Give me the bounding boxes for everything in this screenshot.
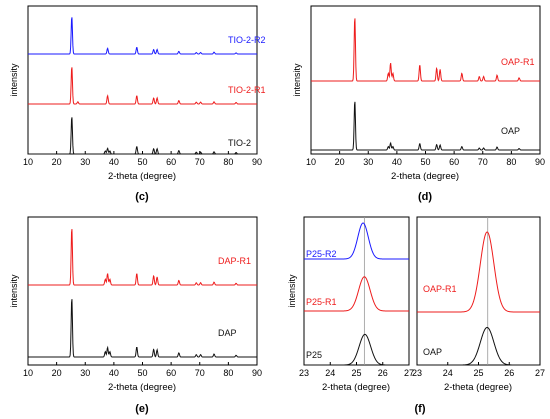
series-line-tio-2-r1 [28, 67, 257, 105]
x-tick-label: 30 [80, 368, 90, 378]
series-line-p25 [304, 333, 409, 366]
panel-label-c: (c) [135, 191, 149, 203]
x-tick-label: 70 [195, 157, 205, 167]
x-tick-label: 23 [412, 368, 422, 378]
x-tick-label: 40 [392, 157, 402, 167]
series-label-oap-r1: OAP-R1 [501, 57, 535, 67]
series-line-oap-r1 [417, 231, 540, 313]
panel-label-e: (e) [135, 403, 149, 415]
series-line-p25-r2 [304, 222, 409, 260]
panel-label-f: (f) [415, 403, 426, 415]
x-tick-label: 80 [506, 157, 516, 167]
plot-frame-f-left [303, 216, 410, 366]
x-tick-label: 80 [223, 368, 233, 378]
x-tick-label: 10 [23, 157, 33, 167]
series-line-oap-r1 [311, 18, 540, 82]
series-label-tio-2-r2: TIO-2-R2 [228, 35, 266, 45]
x-tick-label: 80 [223, 157, 233, 167]
series-label-oap: OAP [423, 347, 442, 357]
x-tick-label: 60 [449, 157, 459, 167]
x-tick-label: 25 [351, 368, 361, 378]
x-axis-label-c: 2-theta (degree) [108, 171, 176, 182]
x-tick-label: 90 [252, 157, 262, 167]
plot-frame-e [27, 216, 258, 366]
x-tick-label: 23 [299, 368, 309, 378]
x-tick-label: 50 [137, 368, 147, 378]
x-tick-label: 27 [404, 368, 414, 378]
x-tick-label: 26 [378, 368, 388, 378]
y-axis-label-d: intensity [292, 63, 302, 97]
x-tick-label: 27 [535, 368, 545, 378]
y-axis-label-c: intensity [9, 63, 19, 97]
x-ticks-f-left: 23 24 25 26 27 [299, 362, 414, 378]
x-tick-label: 10 [306, 157, 316, 167]
plot-area-f-left: P25-R2 P25-R1 P25 [304, 217, 409, 366]
y-axis-label-f: intensity [287, 274, 297, 308]
series-label-dap: DAP [218, 328, 237, 338]
x-ticks-c: 10 20 30 40 50 60 70 80 90 [23, 151, 262, 167]
series-label-p25: P25 [306, 350, 322, 360]
series-label-p25-r1: P25-R1 [306, 297, 337, 307]
series-label-oap-r1: OAP-R1 [423, 284, 457, 294]
x-axis-label-f-left: 2-theta (degree) [322, 382, 390, 393]
x-tick-label: 20 [52, 368, 62, 378]
x-tick-label: 40 [109, 368, 119, 378]
series-line-oap [417, 326, 540, 366]
x-tick-label: 60 [166, 368, 176, 378]
x-axis-label-e: 2-theta (degree) [108, 382, 176, 393]
panel-c: TIO-2-R2 TIO-2-R1 TIO-2 10 20 30 40 50 60 70 80 90… [9, 5, 266, 203]
x-tick-label: 26 [504, 368, 514, 378]
x-axis-label-d: 2-theta (degree) [391, 171, 459, 182]
series-label-oap: OAP [501, 126, 520, 136]
series-line-p25-r1 [304, 276, 409, 312]
plot-area-f-right: OAP-R1 OAP [417, 217, 540, 366]
series-label-tio-2-r1: TIO-2-R1 [228, 85, 266, 95]
panel-f-right: OAP-R1 OAP 23 24 25 26 27 2-theta (degree) [412, 216, 545, 393]
x-tick-label: 30 [80, 157, 90, 167]
panel-d: OAP-R1 OAP 10 20 30 40 50 60 70 80 90 intensity 2… [292, 5, 545, 203]
x-ticks-e: 10 20 30 40 50 60 70 80 90 [23, 362, 262, 378]
x-tick-label: 50 [137, 157, 147, 167]
y-axis-label-e: intensity [9, 274, 19, 308]
x-tick-label: 25 [473, 368, 483, 378]
x-tick-label: 24 [443, 368, 453, 378]
series-label-dap-r1: DAP-R1 [218, 256, 251, 266]
series-line-dap [28, 299, 257, 358]
x-tick-label: 60 [166, 157, 176, 167]
plot-area-e: DAP-R1 DAP [28, 229, 257, 358]
x-tick-label: 20 [52, 157, 62, 167]
series-line-tio-2-r2 [28, 17, 257, 55]
series-line-tio-2 [28, 117, 257, 155]
x-tick-label: 70 [478, 157, 488, 167]
series-line-dap-r1 [28, 229, 257, 286]
x-tick-label: 40 [109, 157, 119, 167]
x-tick-label: 30 [363, 157, 373, 167]
x-ticks-f-right: 23 24 25 26 27 [412, 362, 545, 378]
x-tick-label: 70 [195, 368, 205, 378]
plot-frame-c [27, 5, 258, 155]
x-tick-label: 24 [325, 368, 335, 378]
x-tick-label: 90 [535, 157, 545, 167]
plot-area-c: TIO-2-R2 TIO-2-R1 TIO-2 [28, 17, 266, 155]
x-tick-label: 50 [420, 157, 430, 167]
x-ticks-d: 10 20 30 40 50 60 70 80 90 [306, 151, 545, 167]
x-tick-label: 10 [23, 368, 33, 378]
series-label-p25-r2: P25-R2 [306, 249, 337, 259]
plot-area-d: OAP-R1 OAP [311, 18, 540, 151]
x-axis-label-f-right: 2-theta (degree) [444, 382, 512, 393]
panel-f-left: P25-R2 P25-R1 P25 23 24 25 26 27 intensity 2-t… [287, 216, 426, 415]
x-tick-label: 90 [252, 368, 262, 378]
panel-e: DAP-R1 DAP 10 20 30 40 50 60 70 80 90 intensity 2… [9, 216, 262, 415]
series-line-oap [311, 101, 540, 151]
series-label-tio-2: TIO-2 [228, 138, 251, 148]
x-tick-label: 20 [335, 157, 345, 167]
panel-label-d: (d) [418, 191, 432, 203]
